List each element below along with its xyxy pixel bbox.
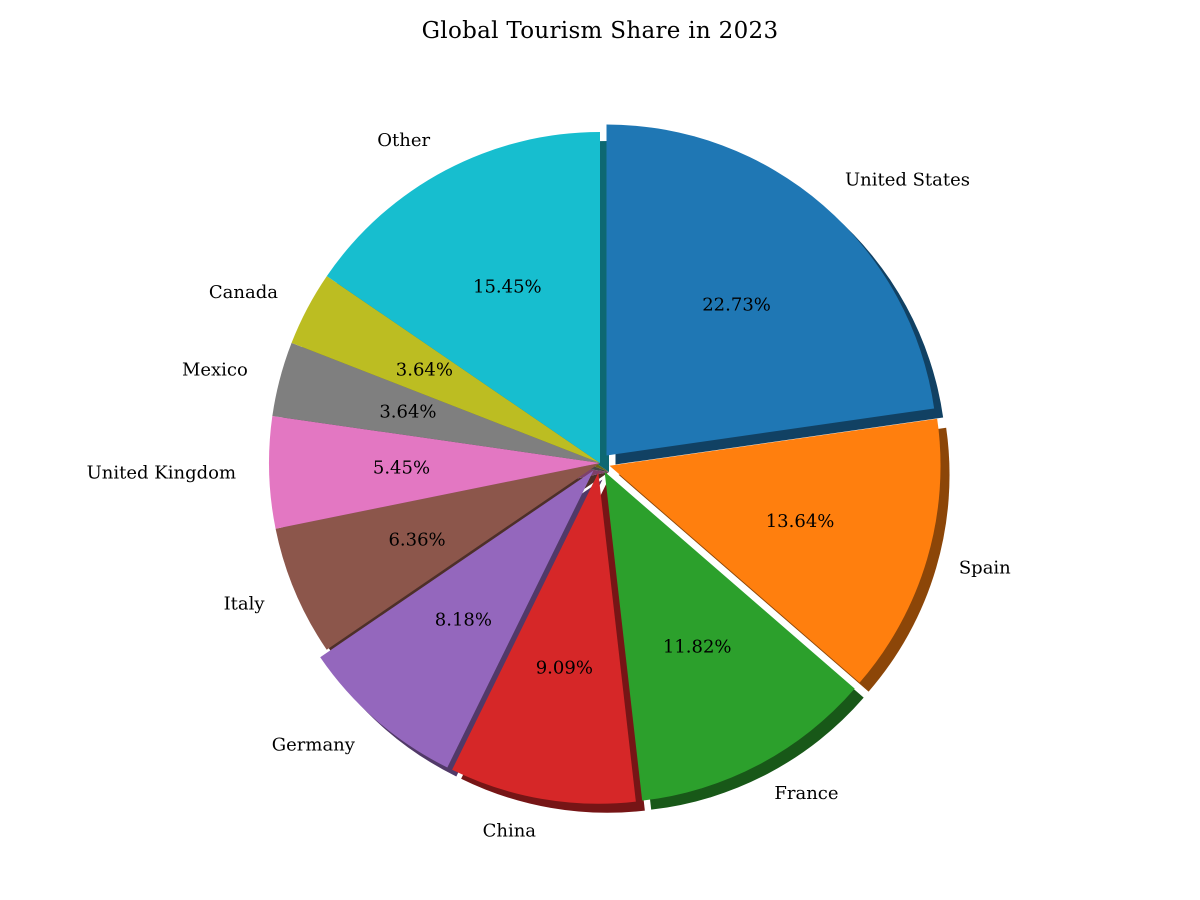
percent-label-united-kingdom: 5.45% bbox=[373, 458, 430, 479]
pie-slice-germany bbox=[320, 470, 594, 768]
percent-label-united-states: 22.73% bbox=[702, 294, 771, 315]
percent-label-other: 15.45% bbox=[473, 276, 542, 297]
pie-slices bbox=[269, 124, 941, 804]
percent-label-mexico: 3.64% bbox=[379, 402, 436, 423]
percent-label-france: 11.82% bbox=[663, 636, 732, 657]
pie-slice-italy bbox=[275, 463, 600, 650]
percent-label-spain: 13.64% bbox=[766, 511, 835, 532]
percent-label-germany: 8.18% bbox=[435, 610, 492, 631]
pie-slice-china bbox=[452, 472, 636, 804]
percent-label-italy: 6.36% bbox=[388, 529, 445, 550]
slice-label-other: Other bbox=[377, 130, 430, 151]
pie-slice-united-kingdom bbox=[269, 415, 600, 529]
pie-slice-mexico bbox=[272, 342, 600, 463]
chart-title: Global Tourism Share in 2023 bbox=[421, 18, 779, 44]
pie-slice-france bbox=[604, 471, 855, 801]
pie-slice-spain bbox=[609, 418, 941, 683]
slice-label-mexico: Mexico bbox=[182, 359, 248, 380]
slice-label-china: China bbox=[483, 821, 537, 842]
slice-label-spain: Spain bbox=[959, 557, 1011, 578]
slice-label-france: France bbox=[774, 783, 838, 804]
slice-label-united-kingdom: United Kingdom bbox=[87, 462, 236, 483]
slice-label-united-states: United States bbox=[845, 169, 970, 190]
slice-label-canada: Canada bbox=[209, 282, 278, 303]
percent-label-china: 9.09% bbox=[536, 657, 593, 678]
pie-slice-united-states bbox=[606, 124, 935, 456]
slice-label-germany: Germany bbox=[272, 735, 356, 756]
pie-labels: United States 22.73% Spain 13.64% France 11.8… bbox=[87, 130, 1012, 842]
pie-slice-canada bbox=[291, 276, 600, 463]
pie-slice-other bbox=[326, 132, 600, 463]
slice-label-italy: Italy bbox=[224, 594, 266, 615]
percent-label-canada: 3.64% bbox=[396, 359, 453, 380]
